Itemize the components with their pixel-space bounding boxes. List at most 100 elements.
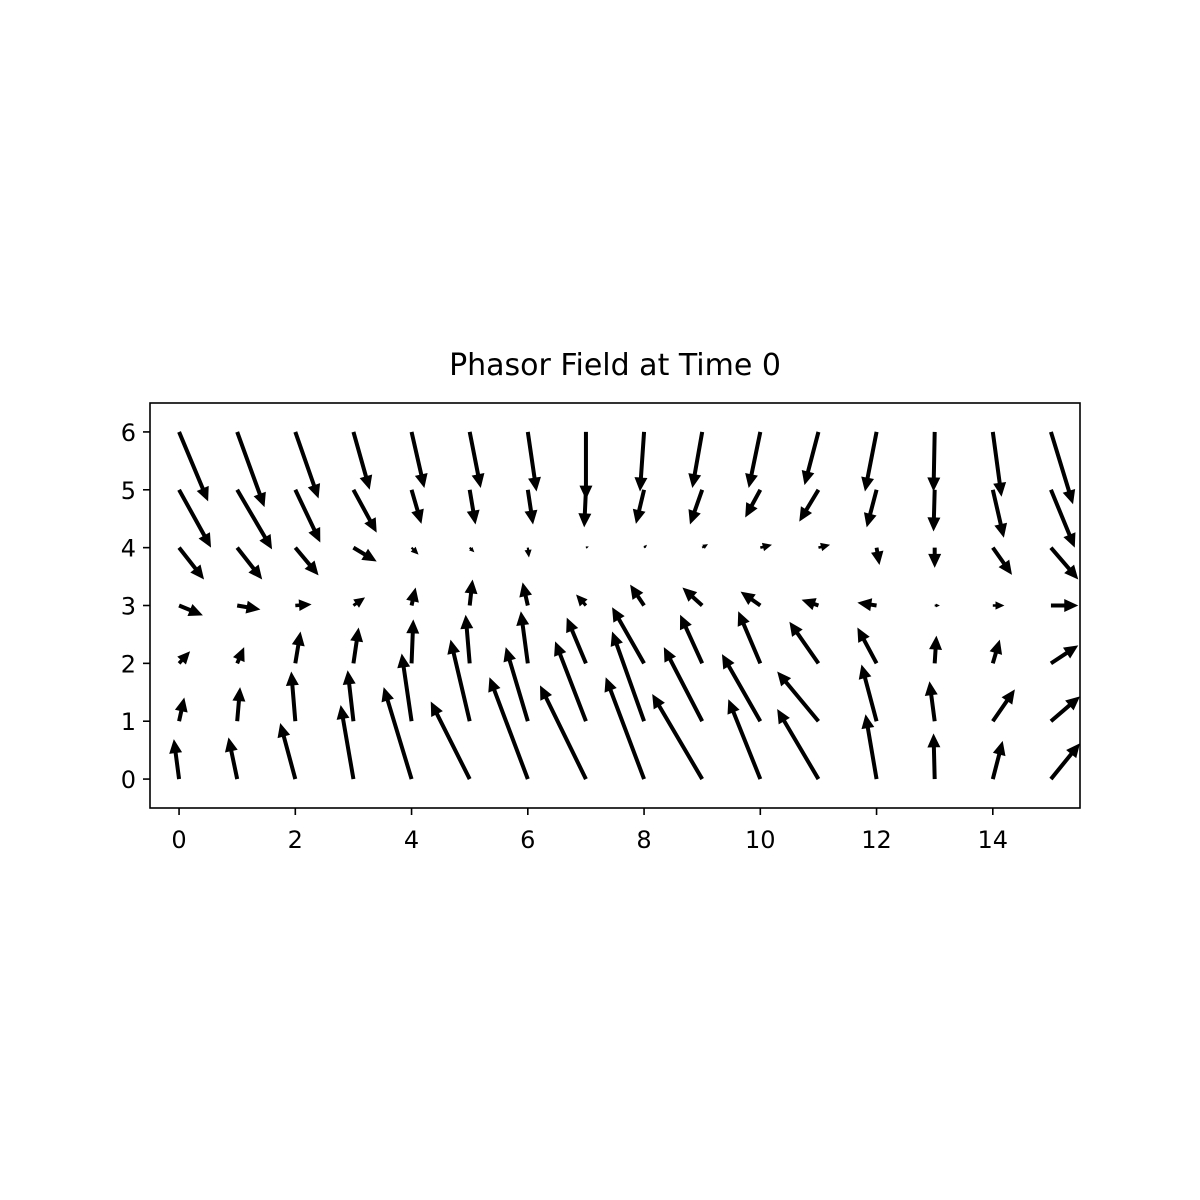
arrow: [857, 598, 877, 612]
arrow: [721, 654, 763, 723]
y-tick-label: 4: [121, 535, 136, 563]
arrow: [503, 647, 530, 722]
arrow: [464, 579, 478, 606]
arrow: [745, 488, 763, 518]
arrow: [342, 670, 356, 722]
arrow: [540, 685, 588, 780]
arrow: [177, 488, 212, 548]
arrow: [236, 600, 261, 614]
arrow: [777, 709, 821, 781]
arrow: [578, 489, 592, 528]
arrow: [524, 489, 538, 525]
arrow: [1049, 546, 1079, 580]
arrow: [293, 546, 319, 576]
arrow: [934, 603, 940, 608]
x-tick-label: 2: [288, 826, 303, 854]
arrow: [409, 489, 424, 524]
arrow: [992, 601, 1005, 610]
arrow: [682, 587, 704, 607]
arrow: [818, 542, 831, 552]
arrow: [447, 639, 472, 722]
arrow: [1049, 645, 1079, 666]
arrow: [927, 489, 941, 532]
arrow: [177, 431, 209, 502]
arrow: [924, 681, 938, 722]
arrow: [630, 584, 646, 607]
arrow: [663, 647, 704, 723]
x-tick-label: 8: [636, 826, 651, 854]
y-tick-label: 0: [121, 766, 136, 794]
arrow: [740, 591, 762, 608]
arrow: [789, 621, 821, 665]
x-tick-label: 4: [404, 826, 419, 854]
arrow: [285, 671, 299, 722]
arrow: [799, 488, 821, 522]
arrow: [585, 546, 589, 549]
arrow: [759, 542, 772, 552]
arrow: [174, 697, 188, 722]
arrow: [177, 546, 205, 580]
arrow: [861, 714, 879, 780]
arrow: [488, 677, 530, 780]
arrow: [224, 737, 240, 780]
arrow: [336, 705, 356, 780]
arrow: [235, 546, 263, 580]
arrow: [406, 619, 420, 664]
arrow: [579, 431, 593, 500]
arrow: [632, 489, 647, 524]
arrow: [466, 489, 480, 525]
arrow: [688, 431, 705, 489]
arrow: [989, 639, 1003, 664]
arrow: [519, 582, 533, 606]
arrow: [688, 489, 705, 525]
arrow: [990, 489, 1008, 538]
arrow: [525, 431, 541, 492]
arrow: [991, 689, 1015, 723]
arrow: [177, 651, 191, 665]
arrow: [927, 733, 941, 780]
arrow: [295, 599, 312, 612]
x-tick-label: 0: [171, 826, 186, 854]
arrow: [410, 546, 419, 555]
arrow: [643, 544, 647, 549]
arrow: [801, 431, 821, 486]
arrow: [178, 603, 203, 616]
arrow: [233, 647, 245, 665]
arrow: [409, 431, 428, 489]
arrow: [727, 699, 763, 780]
arrow: [235, 488, 273, 550]
y-tick-label: 2: [121, 650, 136, 678]
arrow: [430, 701, 472, 780]
arrow: [679, 614, 705, 665]
arrow: [576, 594, 588, 607]
arrow: [610, 631, 646, 722]
arrow: [352, 545, 377, 562]
arrow: [929, 635, 943, 664]
y-tick-label: 5: [121, 477, 136, 505]
arrow: [516, 611, 530, 664]
arrow: [566, 617, 588, 665]
arrow: [1049, 743, 1080, 781]
arrow: [1049, 431, 1076, 505]
arrow: [293, 488, 321, 543]
arrow: [351, 488, 377, 533]
arrow: [397, 653, 414, 722]
x-tick-label: 6: [520, 826, 535, 854]
arrow: [777, 671, 820, 723]
arrow: [652, 694, 704, 781]
arrow: [991, 546, 1012, 575]
arrow: [612, 607, 646, 665]
arrow: [169, 739, 183, 780]
arrow: [990, 431, 1007, 497]
arrow: [857, 627, 879, 665]
arrow: [737, 611, 763, 665]
arrow: [232, 687, 246, 722]
arrow: [350, 627, 364, 664]
arrow: [235, 431, 266, 508]
y-tick-label: 3: [121, 593, 136, 621]
y-tick-label: 6: [121, 419, 136, 447]
arrow: [468, 546, 475, 553]
arrow: [634, 431, 648, 492]
